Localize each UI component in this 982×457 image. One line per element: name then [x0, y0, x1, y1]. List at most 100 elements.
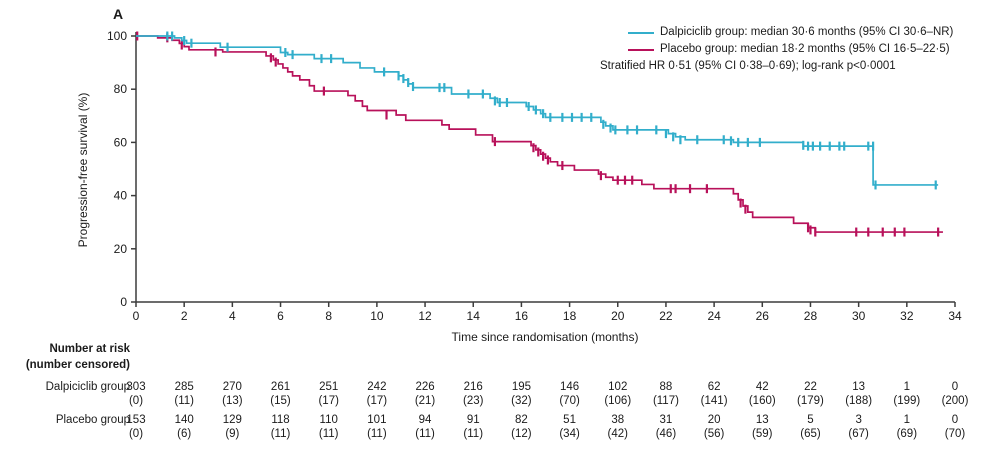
censored-value: (0): [128, 428, 144, 440]
at-risk-value: 3: [855, 414, 862, 426]
censored-value: (11): [463, 428, 484, 440]
censored-value: (6): [177, 428, 192, 440]
x-tick-label: 6: [277, 309, 284, 323]
at-risk-value: 226: [415, 381, 435, 393]
panel-label: A: [113, 6, 124, 22]
at-risk-value: 1: [903, 414, 911, 426]
censored-value: (17): [366, 395, 388, 407]
at-risk-value: 146: [559, 381, 580, 393]
at-risk-value: 82: [515, 414, 528, 426]
censored-value: (67): [848, 428, 869, 440]
y-tick-label: 0: [120, 295, 127, 309]
x-tick-label: 30: [852, 309, 866, 323]
at-risk-value: 129: [222, 414, 242, 426]
at-risk-value: 251: [319, 381, 339, 393]
x-tick-label: 14: [467, 309, 481, 323]
at-risk-value: 118: [271, 414, 290, 426]
x-tick-label: 16: [515, 309, 529, 323]
censored-value: (0): [128, 395, 144, 407]
at-risk-value: 1: [903, 381, 911, 393]
x-tick-label: 12: [418, 309, 432, 323]
dalpiciclib-curve: [136, 35, 939, 186]
at-risk-value: 51: [563, 414, 576, 426]
censored-value: (11): [415, 428, 435, 440]
legend-entry-dalpiciclib: Dalpiciclib group: median 30·6 months (9…: [600, 24, 953, 41]
censored-value: (106): [604, 395, 632, 407]
at-risk-value: 285: [174, 381, 194, 393]
at-risk-value: 42: [755, 381, 769, 393]
placebo-curve: [136, 35, 943, 233]
x-tick-label: 26: [756, 309, 770, 323]
at-risk-value: 153: [126, 414, 146, 426]
x-tick-label: 28: [804, 309, 818, 323]
legend-label-placebo: Placebo group: median 18·2 months (95% C…: [660, 43, 950, 55]
at-risk-value: 5: [807, 414, 814, 426]
at-risk-value: 31: [659, 414, 673, 426]
risk-row-label-dalpiciclib: Dalpiciclib group: [45, 381, 130, 393]
censored-value: (21): [414, 395, 436, 407]
at-risk-value: 38: [611, 414, 625, 426]
at-risk-value: 195: [511, 381, 531, 393]
y-tick-label: 40: [114, 189, 128, 203]
censored-value: (117): [652, 395, 679, 407]
at-risk-value: 261: [270, 381, 291, 393]
at-risk-value: 216: [463, 381, 483, 393]
censored-value: (69): [896, 428, 918, 440]
at-risk-value: 13: [755, 414, 769, 426]
risk-table-header-1: Number at risk: [49, 343, 130, 355]
at-risk-value: 88: [659, 381, 673, 393]
y-tick-label: 80: [114, 82, 128, 96]
x-axis-label: Time since randomisation (months): [451, 330, 639, 344]
x-tick-label: 2: [181, 309, 188, 323]
x-tick-label: 10: [370, 309, 384, 323]
censored-value: (56): [703, 428, 725, 440]
censored-value: (42): [607, 428, 628, 440]
at-risk-value: 303: [126, 381, 146, 393]
censored-value: (188): [845, 395, 873, 407]
at-risk-value: 102: [608, 381, 628, 393]
at-risk-value: 242: [367, 381, 387, 393]
at-risk-value: 13: [852, 381, 866, 393]
placebo-line-swatch: [628, 48, 654, 51]
y-tick-label: 100: [107, 29, 127, 43]
at-risk-value: 91: [466, 414, 480, 426]
at-risk-value: 101: [367, 414, 387, 426]
censored-value: (11): [367, 428, 387, 440]
at-risk-value: 22: [804, 381, 817, 393]
censored-value: (32): [511, 395, 532, 407]
x-tick-label: 4: [229, 309, 236, 323]
x-tick-label: 8: [325, 309, 332, 323]
censored-value: (160): [748, 395, 776, 407]
y-tick-label: 20: [114, 242, 128, 256]
censored-value: (23): [463, 395, 484, 407]
censored-value: (46): [655, 428, 677, 440]
censored-value: (70): [559, 395, 580, 407]
x-tick-label: 0: [133, 309, 140, 323]
censored-value: (11): [270, 428, 291, 440]
censored-value: (70): [944, 428, 966, 440]
x-tick-label: 24: [707, 309, 721, 323]
censored-value: (13): [222, 395, 243, 407]
censored-value: (141): [700, 395, 728, 407]
at-risk-value: 110: [319, 414, 338, 426]
y-axis-label: Progression-free survival (%): [76, 92, 90, 248]
censored-value: (59): [752, 428, 773, 440]
censored-value: (9): [225, 428, 240, 440]
x-tick-label: 22: [659, 309, 673, 323]
legend: Dalpiciclib group: median 30·6 months (9…: [600, 24, 953, 75]
y-tick-label: 60: [114, 135, 128, 149]
censored-value: (34): [559, 428, 580, 440]
legend-label-dalpiciclib: Dalpiciclib group: median 30·6 months (9…: [660, 26, 954, 38]
censored-value: (15): [270, 395, 291, 407]
at-risk-value: 140: [174, 414, 194, 426]
censored-value: (17): [318, 395, 339, 407]
censored-value: (65): [800, 428, 821, 440]
censored-value: (200): [941, 395, 969, 407]
legend-entry-placebo: Placebo group: median 18·2 months (95% C…: [600, 41, 953, 58]
risk-row-label-placebo: Placebo group: [55, 414, 130, 426]
x-tick-label: 34: [948, 309, 962, 323]
x-tick-label: 18: [563, 309, 577, 323]
at-risk-value: 0: [951, 381, 959, 393]
risk-table-header-2: (number censored): [25, 359, 130, 371]
